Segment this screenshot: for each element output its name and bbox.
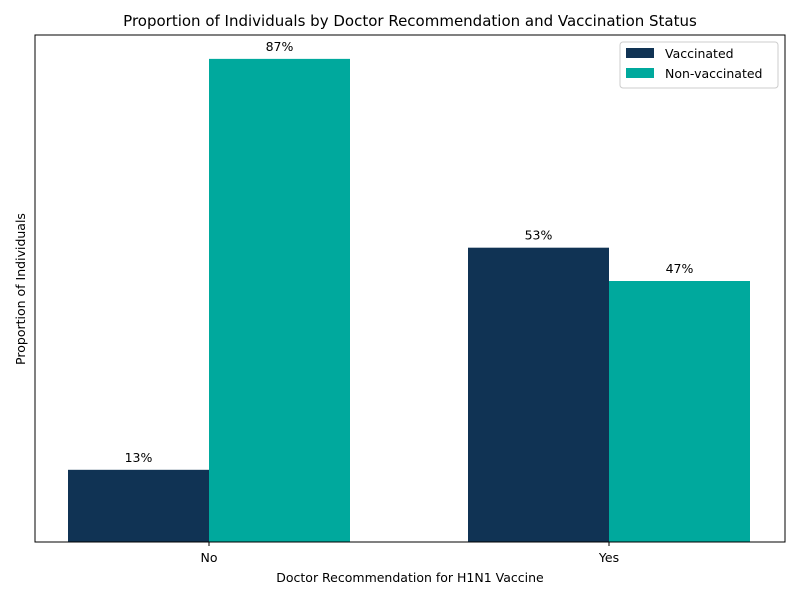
bar-no-non-vaccinated bbox=[209, 58, 350, 543]
chart-title: Proportion of Individuals by Doctor Reco… bbox=[123, 12, 697, 30]
bars-group bbox=[68, 58, 750, 543]
legend-swatch bbox=[626, 48, 654, 58]
x-axis-ticks: No Yes bbox=[201, 542, 619, 565]
bar-no-vaccinated bbox=[68, 469, 209, 542]
x-tick-label: No bbox=[201, 550, 218, 565]
legend-label: Non-vaccinated bbox=[665, 66, 762, 81]
legend-swatch bbox=[626, 68, 654, 78]
x-axis-label: Doctor Recommendation for H1N1 Vaccine bbox=[276, 570, 544, 585]
plot-frame bbox=[34, 34, 786, 543]
bar-yes-vaccinated bbox=[468, 247, 609, 542]
bar-yes-non-vaccinated bbox=[609, 281, 750, 542]
data-label: 53% bbox=[525, 228, 553, 243]
legend-label: Vaccinated bbox=[665, 46, 734, 61]
legend-frame bbox=[619, 41, 779, 89]
data-label: 47% bbox=[666, 261, 694, 276]
x-tick-label: Yes bbox=[598, 550, 619, 565]
data-labels-group: 13% 87% 53% 47% bbox=[125, 39, 694, 465]
data-label: 13% bbox=[125, 450, 153, 465]
legend: Vaccinated Non-vaccinated bbox=[619, 41, 779, 89]
y-axis-label: Proportion of Individuals bbox=[13, 213, 28, 365]
data-label: 87% bbox=[266, 39, 294, 54]
